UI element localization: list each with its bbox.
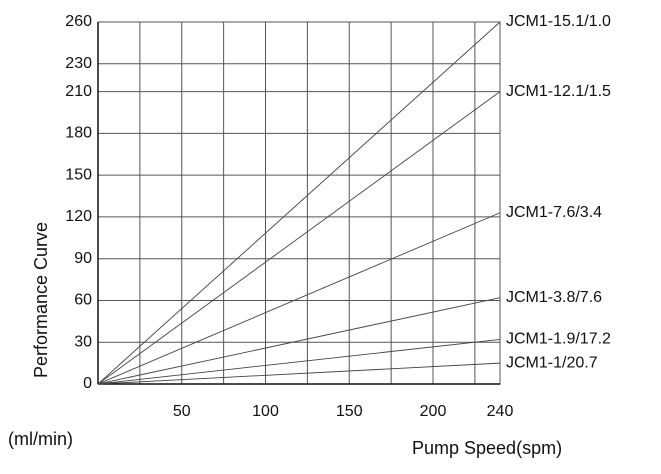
y-tick-label: 60	[74, 292, 92, 309]
x-axis-title: Pump Speed(spm)	[412, 438, 562, 458]
y-tick-label: 260	[65, 13, 92, 30]
series-line	[97, 91, 501, 385]
series-line	[97, 362, 501, 385]
series-line	[97, 212, 501, 385]
y-tick-label: 210	[65, 83, 92, 100]
series-line	[97, 21, 501, 385]
series-line	[97, 297, 501, 385]
y-tick-label: 230	[65, 55, 92, 72]
y-tick-label: 90	[74, 250, 92, 267]
x-tick-label: 200	[420, 403, 447, 420]
y-tick-label: 0	[83, 375, 92, 392]
y-tick-label: 150	[65, 166, 92, 183]
x-tick-label: 150	[336, 403, 363, 420]
y-axis-title: Performance Curve	[31, 222, 51, 378]
series-label: JCM1-7.6/3.4	[506, 204, 602, 221]
series-label: JCM1-12.1/1.5	[506, 83, 611, 100]
y-tick-label: 30	[74, 333, 92, 350]
series-label: JCM1-1/20.7	[506, 354, 598, 371]
y-tick-label: 180	[65, 125, 92, 142]
series-label: JCM1-15.1/1.0	[506, 13, 611, 30]
series-line	[97, 338, 501, 385]
y-tick-label: 120	[65, 208, 92, 225]
x-tick-label: 100	[252, 403, 279, 420]
x-tick-label: 50	[173, 403, 191, 420]
series-label: JCM1-1.9/17.2	[506, 331, 611, 348]
series-label: JCM1-3.8/7.6	[506, 289, 602, 306]
x-tick-label: 240	[487, 403, 514, 420]
y-axis-unit: (ml/min)	[8, 429, 73, 449]
